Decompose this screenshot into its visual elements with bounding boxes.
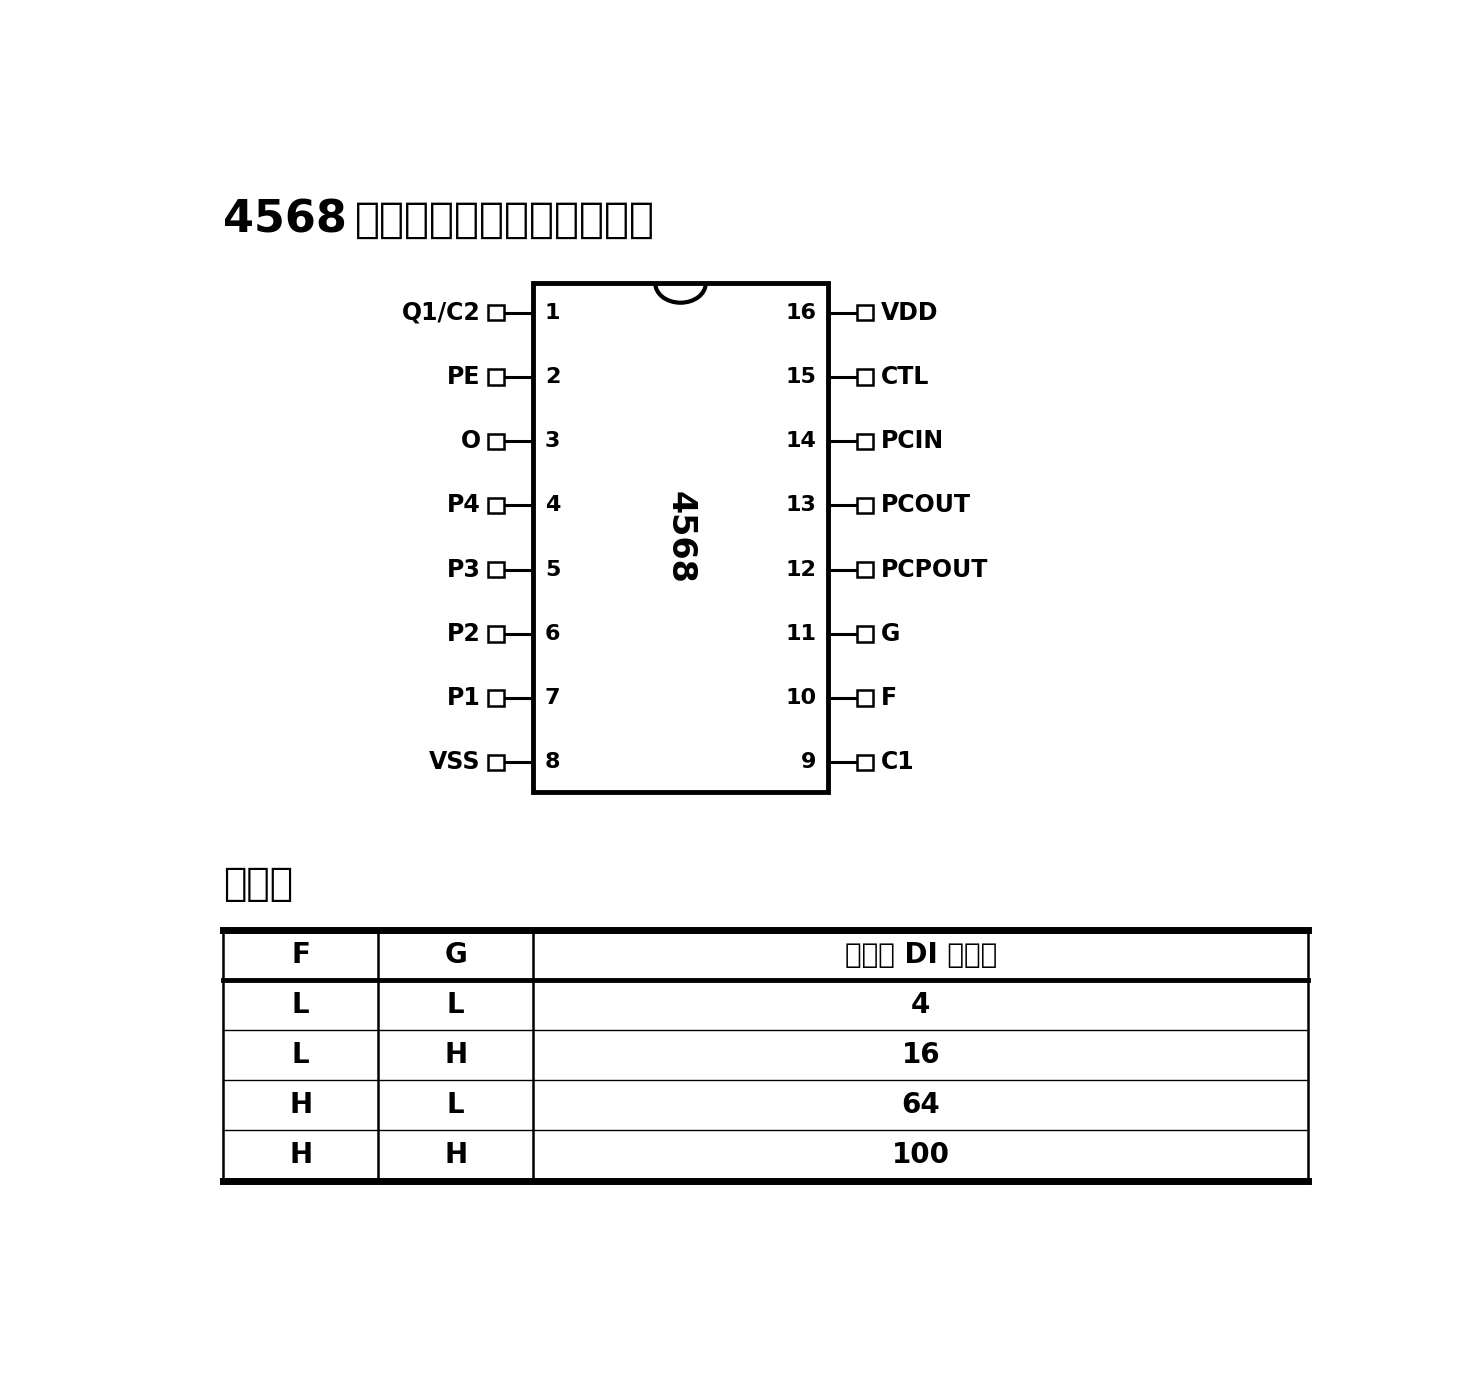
Text: 3: 3 xyxy=(545,431,561,451)
Text: L: L xyxy=(292,1041,310,1069)
Bar xyxy=(858,627,872,642)
Bar xyxy=(489,691,503,706)
Text: 11: 11 xyxy=(785,624,816,644)
Bar xyxy=(489,434,503,449)
Text: 7: 7 xyxy=(545,688,561,708)
Text: 5: 5 xyxy=(545,559,561,580)
Bar xyxy=(489,305,503,320)
Text: L: L xyxy=(447,991,465,1020)
Text: 14: 14 xyxy=(785,431,816,451)
Bar xyxy=(489,627,503,642)
Bar xyxy=(858,562,872,577)
Text: G: G xyxy=(444,941,466,969)
Text: P3: P3 xyxy=(447,558,481,581)
Bar xyxy=(489,370,503,385)
Text: 9: 9 xyxy=(801,753,816,772)
Text: H: H xyxy=(289,1091,313,1120)
Text: G: G xyxy=(881,622,900,646)
Text: H: H xyxy=(289,1142,313,1169)
Bar xyxy=(858,370,872,385)
Text: 64: 64 xyxy=(902,1091,940,1120)
Bar xyxy=(489,497,503,513)
Text: 16: 16 xyxy=(785,302,816,323)
Text: L: L xyxy=(292,991,310,1020)
Text: 8: 8 xyxy=(545,753,561,772)
Text: PCOUT: PCOUT xyxy=(881,493,970,518)
Text: 6: 6 xyxy=(545,624,561,644)
Text: H: H xyxy=(444,1142,468,1169)
Text: PCIN: PCIN xyxy=(881,429,943,453)
Text: P4: P4 xyxy=(447,493,481,518)
Text: 4568: 4568 xyxy=(664,491,697,584)
Text: 10: 10 xyxy=(785,688,816,708)
Text: F: F xyxy=(881,686,896,710)
Bar xyxy=(858,497,872,513)
Bar xyxy=(858,305,872,320)
Bar xyxy=(533,283,828,791)
Text: L: L xyxy=(447,1091,465,1120)
Text: VDD: VDD xyxy=(881,301,937,324)
Text: H: H xyxy=(444,1041,468,1069)
Text: 功能表: 功能表 xyxy=(223,864,294,903)
Text: 12: 12 xyxy=(785,559,816,580)
Text: 计数器 DI 分频比: 计数器 DI 分频比 xyxy=(844,941,996,969)
Bar xyxy=(489,562,503,577)
Text: P2: P2 xyxy=(447,622,481,646)
Text: PCPOUT: PCPOUT xyxy=(881,558,987,581)
Text: 4: 4 xyxy=(545,496,561,515)
Bar xyxy=(489,754,503,769)
Text: CTL: CTL xyxy=(881,365,928,389)
Bar xyxy=(858,434,872,449)
Text: 100: 100 xyxy=(892,1142,949,1169)
Text: VSS: VSS xyxy=(430,750,481,775)
Text: 16: 16 xyxy=(902,1041,940,1069)
Bar xyxy=(858,754,872,769)
Text: 4568: 4568 xyxy=(223,199,347,242)
Text: F: F xyxy=(291,941,310,969)
Text: 15: 15 xyxy=(785,367,816,387)
Text: 4: 4 xyxy=(911,991,930,1020)
Text: PE: PE xyxy=(447,365,481,389)
Text: Q1/C2: Q1/C2 xyxy=(401,301,481,324)
Text: 13: 13 xyxy=(785,496,816,515)
Text: 相位比较器和可编程计数器: 相位比较器和可编程计数器 xyxy=(356,199,655,240)
Bar xyxy=(858,691,872,706)
Text: C1: C1 xyxy=(881,750,914,775)
Text: O: O xyxy=(461,429,481,453)
Text: 2: 2 xyxy=(545,367,561,387)
Text: P1: P1 xyxy=(447,686,481,710)
Text: 1: 1 xyxy=(545,302,561,323)
